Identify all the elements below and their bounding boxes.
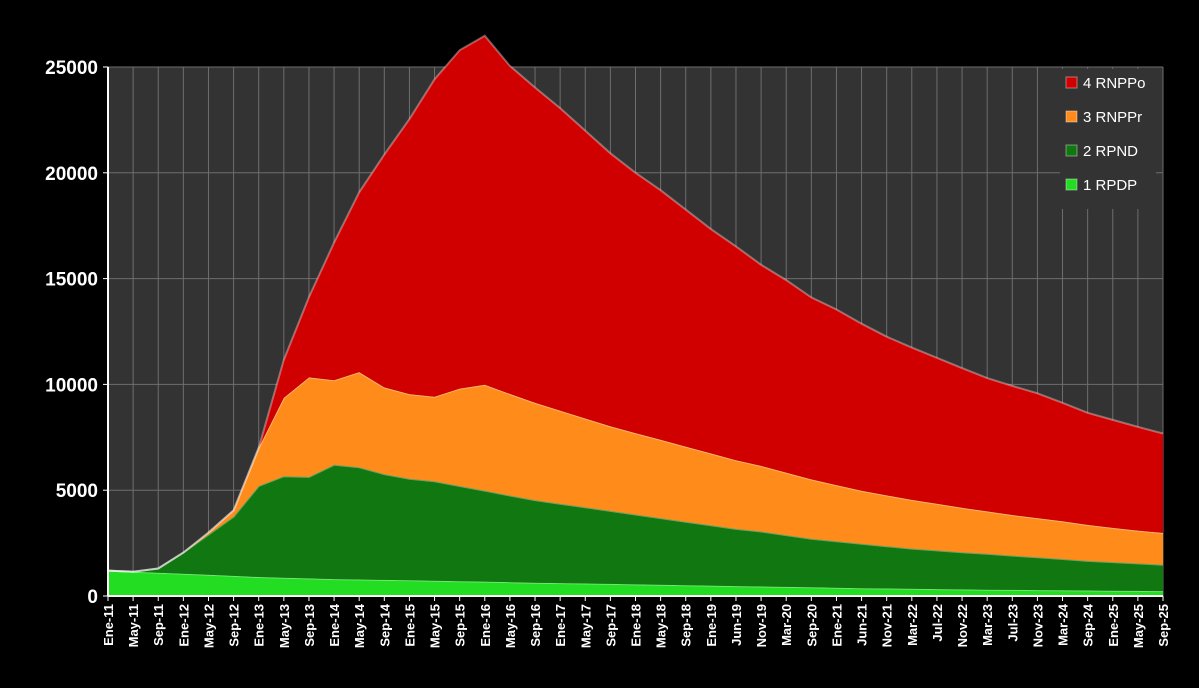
x-tick-label: May-13 (277, 604, 292, 648)
x-tick-label: Sep-24 (1081, 603, 1096, 646)
legend: 4 RNPPo 3 RNPPr 2 RPND 1 RPDP (1060, 69, 1156, 209)
x-tick-label: May-18 (654, 604, 669, 648)
x-tick-label: Jul-23 (1005, 604, 1020, 642)
x-tick-label: Ene-12 (176, 604, 191, 647)
x-tick-label: Ene-13 (252, 604, 267, 647)
x-tick-label: Sep-17 (603, 604, 618, 647)
x-tick-label: Sep-13 (302, 604, 317, 647)
legend-label: 3 RNPPr (1083, 109, 1142, 126)
area-edge (107, 34, 1164, 573)
x-tick-label: Sep-18 (679, 604, 694, 647)
x-tick-label: Nov-19 (754, 604, 769, 647)
x-tick-label: Ene-11 (101, 604, 116, 646)
x-tick-label: Ene-25 (1106, 604, 1121, 647)
x-tick-label: Ene-17 (553, 604, 568, 647)
y-axis: 0 5000 10000 15000 20000 25000 (45, 58, 109, 608)
x-tick-label: Ene-21 (829, 604, 844, 647)
x-tick-label: Nov-22 (955, 604, 970, 647)
x-tick-label: Mar-22 (905, 604, 920, 646)
y-tick-label: 5000 (56, 481, 98, 502)
area-3-rnppr (108, 372, 1163, 572)
x-tick-label: Jun-21 (855, 604, 870, 646)
y-tick-label: 0 (87, 587, 98, 608)
x-tick-label: Sep-11 (151, 604, 166, 646)
x-tick-label: May-25 (1131, 604, 1146, 648)
legend-label: 2 RPND (1083, 143, 1138, 160)
y-tick-label: 15000 (45, 270, 98, 291)
x-tick-label: Sep-15 (453, 604, 468, 647)
x-tick-label: Nov-23 (1030, 604, 1045, 647)
x-tick-label: May-15 (428, 604, 443, 648)
x-tick-label: Sep-12 (227, 604, 242, 647)
legend-label: 1 RPDP (1083, 177, 1137, 194)
x-tick-label: Ene-19 (704, 604, 719, 647)
area-4-rnppo (108, 35, 1163, 572)
x-tick-label: Nov-21 (880, 604, 895, 647)
x-tick-label: Sep-25 (1156, 604, 1171, 647)
x-axis: Ene-11 May-11 Sep-11 Ene-12 May-12 Sep-12 Ene-… (101, 595, 1171, 648)
x-tick-label: May-11 (126, 604, 141, 647)
legend-swatch (1065, 178, 1078, 191)
x-tick-label: May-14 (352, 603, 367, 648)
x-tick-label: Mar-23 (980, 604, 995, 646)
y-tick-label: 25000 (45, 58, 98, 79)
area-1-rpdp (108, 570, 1163, 596)
area-2-rpnd (108, 464, 1163, 592)
x-tick-label: May-17 (578, 604, 593, 648)
y-tick-label: 20000 (45, 164, 98, 185)
legend-swatch (1065, 144, 1078, 157)
x-tick-label: Mar-20 (779, 604, 794, 646)
x-tick-label: Ene-15 (402, 604, 417, 647)
x-tick-label: May-12 (201, 604, 216, 648)
x-tick-label: Jun-19 (729, 604, 744, 646)
legend-label: 4 RNPPo (1083, 75, 1146, 92)
x-tick-label: Ene-14 (327, 603, 342, 646)
x-tick-label: Ene-18 (629, 604, 644, 647)
x-tick-label: Sep-16 (528, 604, 543, 647)
legend-swatch (1065, 76, 1078, 89)
x-tick-label: May-16 (503, 604, 518, 648)
x-tick-label: Sep-20 (804, 604, 819, 647)
x-tick-label: Ene-16 (478, 604, 493, 647)
x-tick-label: Jul-22 (930, 604, 945, 642)
legend-swatch (1065, 110, 1078, 123)
x-tick-label: Sep-14 (377, 603, 392, 646)
area-series-group (107, 34, 1164, 596)
x-tick-label: Mar-24 (1056, 603, 1071, 646)
y-tick-label: 10000 (45, 375, 98, 396)
